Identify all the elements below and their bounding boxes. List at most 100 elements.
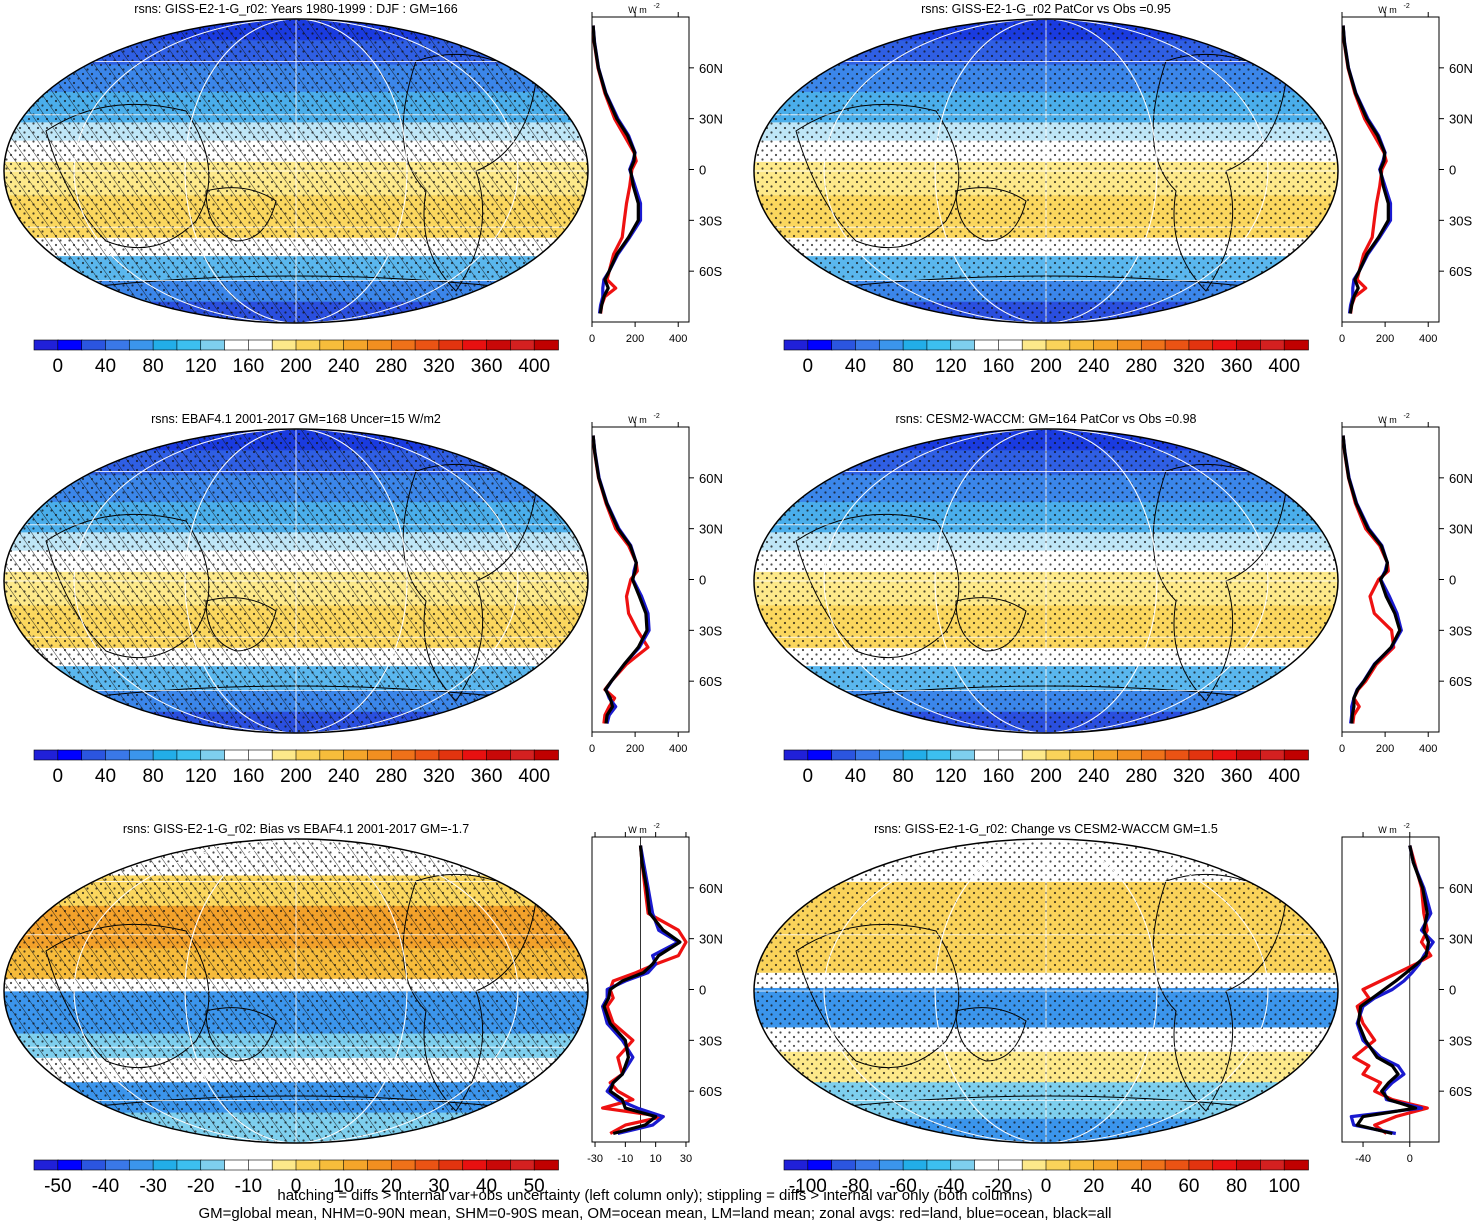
map-border <box>3 428 589 734</box>
map <box>4 429 588 733</box>
colorbar-tick-label: 0 <box>53 356 64 377</box>
colorbar-box <box>414 1159 440 1171</box>
colorbar-tick-label: 240 <box>328 766 360 787</box>
panel-5: rsns: GISS-E2-1-G_r02: Bias vs EBAF4.1 2… <box>3 822 723 1197</box>
colorbar-box <box>1140 339 1166 351</box>
colorbar-box <box>1021 749 1047 761</box>
colorbar-tick-label: 120 <box>935 766 967 787</box>
x-tick-label: 0 <box>1407 1153 1413 1165</box>
colorbar-tick-label: 40 <box>845 766 866 787</box>
colorbar-box <box>1045 1159 1071 1171</box>
x-tick-label: 30 <box>680 1153 692 1165</box>
zonal-units: W m <box>628 5 647 15</box>
colorbar-box <box>1093 749 1119 761</box>
colorbar-box <box>807 339 833 351</box>
colorbar-box <box>271 1159 297 1171</box>
colorbar-box <box>974 339 1000 351</box>
x-tick-label: 400 <box>669 743 687 755</box>
colorbar-box <box>1260 749 1285 761</box>
x-tick-label: 200 <box>626 333 644 345</box>
lat-tick-label: 60S <box>1449 264 1472 279</box>
colorbar-box <box>1236 1159 1262 1171</box>
colorbar-box <box>926 749 952 761</box>
colorbar-box <box>878 749 904 761</box>
zonal-plot: W m -2 60N 30N 0 30S 60S 0 200 400 <box>1339 3 1473 345</box>
zonal-units: W m <box>1378 825 1397 835</box>
colorbar-tick-label: 360 <box>471 356 503 377</box>
colorbar-box <box>1260 1159 1285 1171</box>
zonal-units: W m <box>628 415 647 425</box>
colorbar-box <box>1021 339 1047 351</box>
colorbar-tick-label: 120 <box>185 766 217 787</box>
colorbar-box <box>807 749 833 761</box>
colorbar-box <box>950 1159 976 1171</box>
colorbar-tick-label: -20 <box>187 1176 214 1197</box>
colorbar-box <box>950 339 976 351</box>
colorbar-tick-label: 80 <box>143 356 164 377</box>
colorbar-tick-label: 120 <box>185 356 217 377</box>
colorbar-box <box>295 749 321 761</box>
map <box>4 19 588 323</box>
colorbar-box <box>271 749 297 761</box>
zonal-series-all <box>1341 25 1390 314</box>
colorbar-box <box>462 1159 488 1171</box>
colorbar-box <box>974 1159 1000 1171</box>
colorbar-box <box>462 749 488 761</box>
panel-3: rsns: EBAF4.1 2001-2017 GM=168 Uncer=15 … <box>3 412 723 787</box>
colorbar-tick-label: 160 <box>983 356 1015 377</box>
colorbar-box <box>438 1159 464 1171</box>
colorbar-tick-label: 400 <box>1268 766 1300 787</box>
map-border <box>753 838 1339 1144</box>
colorbar-tick-label: 200 <box>280 766 312 787</box>
panel-title: rsns: GISS-E2-1-G_r02: Bias vs EBAF4.1 2… <box>123 822 469 836</box>
colorbar-box <box>1164 339 1190 351</box>
lat-tick-label: 0 <box>1449 573 1456 588</box>
colorbar-box <box>367 749 393 761</box>
colorbar-box <box>486 1159 512 1171</box>
colorbar-tick-label: 240 <box>1078 356 1110 377</box>
colorbar-tick-label: 240 <box>328 356 360 377</box>
colorbar-box <box>1021 1159 1047 1171</box>
zonal-plot: W m -2 60N 30N 0 30S 60S 0 200 400 <box>589 3 723 345</box>
panel-1: rsns: GISS-E2-1-G_r02: Years 1980-1999 :… <box>3 2 723 377</box>
colorbar-box <box>224 339 250 351</box>
colorbar-box <box>105 1159 131 1171</box>
zonal-plot: W m -2 60N 30N 0 30S 60S 0 200 400 <box>589 413 723 755</box>
zonal-units-exp: -2 <box>654 413 660 420</box>
footnote-legend: GM=global mean, NHM=0-90N mean, SHM=0-90… <box>198 1205 1112 1222</box>
colorbar-box <box>486 339 512 351</box>
x-tick-label: 0 <box>589 743 595 755</box>
colorbar-box <box>486 749 512 761</box>
lat-tick-label: 60N <box>1449 881 1473 896</box>
colorbar-box <box>783 1159 809 1171</box>
lat-tick-label: 30N <box>699 932 723 947</box>
panel-6: rsns: GISS-E2-1-G_r02: Change vs CESM2-W… <box>753 822 1473 1197</box>
colorbar-box <box>1140 1159 1166 1171</box>
colorbar-box <box>295 339 321 351</box>
colorbar-tick-label: 160 <box>233 356 265 377</box>
colorbar-box <box>57 749 83 761</box>
colorbar-box <box>783 749 809 761</box>
colorbar-box <box>200 1159 226 1171</box>
colorbar-tick-label: 30 <box>428 1176 449 1197</box>
colorbar-tick-label: 80 <box>1226 1176 1247 1197</box>
colorbar-box <box>33 1159 59 1171</box>
colorbar-box <box>510 339 535 351</box>
lat-tick-label: 60N <box>699 881 723 896</box>
colorbar-box <box>950 749 976 761</box>
zonal-plot: W m -2 60N 30N 0 30S 60S -30 -10 10 30 <box>587 823 723 1165</box>
colorbar-tick-label: 200 <box>1030 766 1062 787</box>
colorbar-box <box>33 749 59 761</box>
map-border <box>3 838 589 1144</box>
map <box>754 19 1338 323</box>
lat-tick-label: 0 <box>1449 983 1456 998</box>
lat-tick-label: 0 <box>699 163 706 178</box>
colorbar-box <box>248 339 273 351</box>
colorbar-box <box>438 749 464 761</box>
colorbar-box <box>533 749 559 761</box>
colorbar-tick-label: 320 <box>423 356 455 377</box>
colorbar-box <box>926 339 952 351</box>
colorbar-box <box>1117 1159 1143 1171</box>
zonal-units-exp: -2 <box>654 823 660 830</box>
colorbar-tick-label: 280 <box>375 766 407 787</box>
